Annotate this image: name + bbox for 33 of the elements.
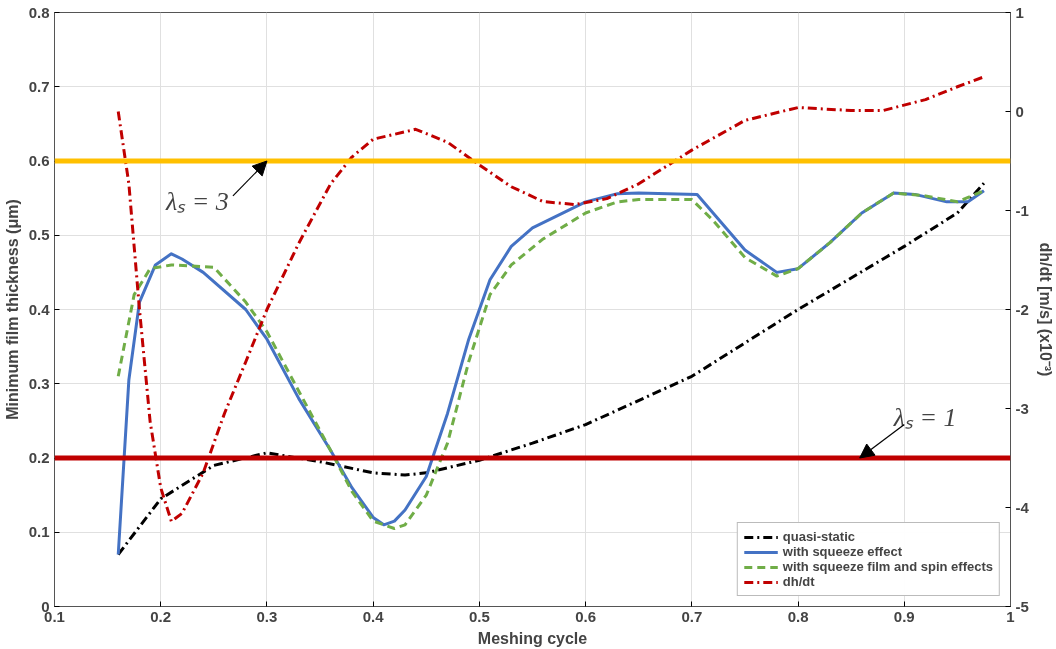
annotation: λₛ = 3 xyxy=(165,187,229,217)
y-tick-label: 0.5 xyxy=(28,226,50,244)
y-tick-label: 0.8 xyxy=(28,3,50,21)
x-tick-label: 0.2 xyxy=(150,607,172,625)
x-tick-label: 0.8 xyxy=(787,607,809,625)
y-tick-label: 0.7 xyxy=(28,77,50,95)
y-tick-label: 0.1 xyxy=(28,523,50,541)
y2-axis-title: dh/dt [m/s] (x10⁻³) xyxy=(1036,242,1054,377)
x-tick-label: 1 xyxy=(1006,607,1015,625)
x-tick-label: 0.5 xyxy=(468,607,490,625)
legend-label: quasi-static xyxy=(782,529,856,544)
y2-tick-label: -1 xyxy=(1015,201,1029,219)
y2-tick-label: 0 xyxy=(1015,102,1024,120)
x-tick-label: 0.9 xyxy=(893,607,915,625)
legend-label: dh/dt xyxy=(782,574,815,589)
x-tick-label: 0.7 xyxy=(681,607,703,625)
y2-tick-label: 1 xyxy=(1015,3,1024,21)
legend-label: with squeeze effect xyxy=(782,544,902,559)
y-tick-label: 0.2 xyxy=(28,449,50,466)
annotation: λₛ = 1 xyxy=(892,402,957,432)
y2-tick-label: -3 xyxy=(1015,399,1029,417)
x-tick-label: 0.3 xyxy=(256,607,278,625)
y2-tick-label: -5 xyxy=(1015,597,1029,615)
y-tick-label: 0.4 xyxy=(28,300,51,318)
y2-tick-label: -4 xyxy=(1015,498,1030,516)
y-axis-title: Minimum film thickness (μm) xyxy=(3,199,21,420)
y-tick-label: 0.6 xyxy=(28,152,50,169)
y2-tick-label: -2 xyxy=(1015,300,1029,318)
legend-label: with squeeze film and spin effects xyxy=(782,559,993,574)
x-axis-title: Meshing cycle xyxy=(477,629,588,647)
x-tick-label: 0.6 xyxy=(575,607,597,625)
x-tick-label: 0.4 xyxy=(362,607,385,625)
y-tick-label: 0.3 xyxy=(28,374,50,392)
